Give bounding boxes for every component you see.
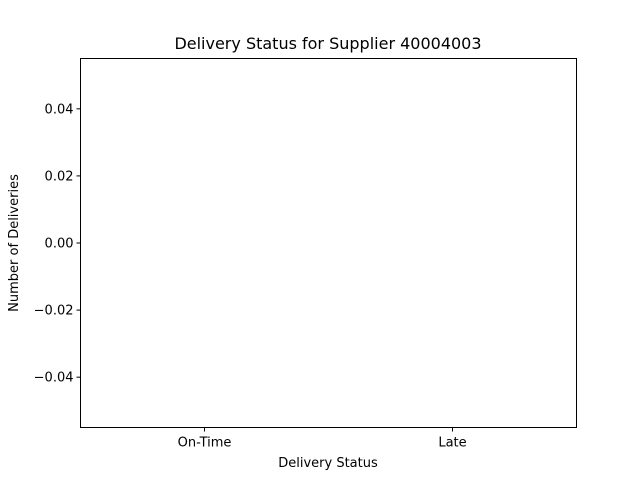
y-tick-label: −0.02 (34, 304, 74, 319)
y-tick-label: 0.02 (45, 169, 74, 184)
y-tick-label: 0.04 (45, 102, 74, 117)
y-tick-label: −0.04 (34, 371, 74, 386)
x-axis-label: Delivery Status (278, 456, 378, 471)
y-axis-label: Number of Deliveries (7, 174, 22, 312)
x-tick-label: On-Time (178, 436, 232, 451)
plot-frame (80, 58, 577, 428)
chart-title: Delivery Status for Supplier 40004003 (174, 34, 481, 53)
y-axis: −0.04 −0.02 0.00 0.02 0.04 (34, 102, 81, 386)
y-tick-label: 0.00 (45, 237, 74, 252)
x-axis: On-Time Late (178, 427, 467, 451)
x-tick-label: Late (438, 436, 466, 451)
